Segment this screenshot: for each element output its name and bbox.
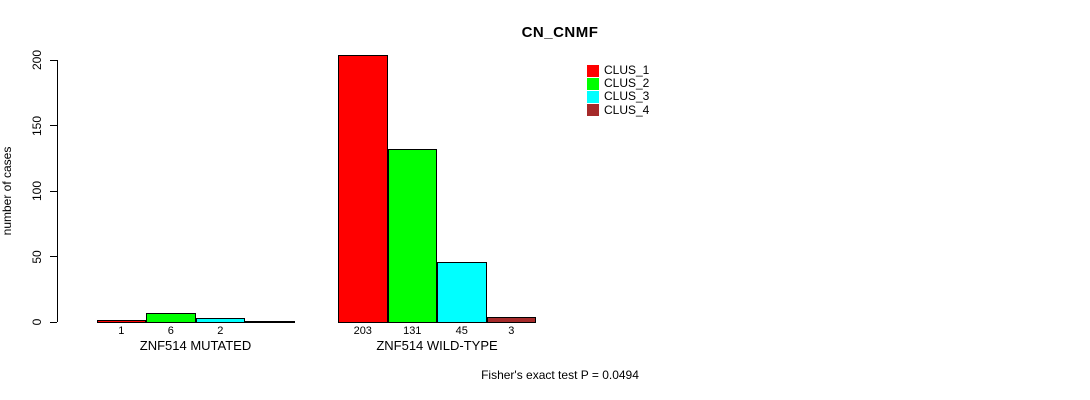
legend-swatch-icon [587,104,599,117]
y-axis-tick [50,190,57,192]
bar-value-label: 131 [403,325,422,337]
bar-clus_4 [486,317,536,323]
annotation-text: Fisher's exact test P = 0.0494 [481,368,639,382]
y-axis-tick [50,321,57,323]
bar-value-label: 45 [455,325,468,337]
y-axis-tick [50,125,57,126]
legend-label: CLUS_3 [604,89,650,104]
y-axis-tick [50,59,57,61]
legend-swatch-icon [587,64,599,77]
legend-entry: CLUS_3 [587,90,649,103]
bar-clus_3 [437,262,487,323]
legend-label: CLUS_2 [604,76,650,91]
chart-title: CN_CNMF [521,24,599,41]
bar-value-label: 6 [167,325,174,337]
legend-label: CLUS_1 [604,63,650,77]
bar-clus_3 [195,318,245,323]
y-axis-tick-label: 150 [30,115,44,136]
x-group-label: ZNF514 MUTATED [139,338,252,353]
bar-clus_1 [338,55,388,323]
bar-clus_2 [146,313,196,323]
y-axis-tick-label: 200 [30,49,44,71]
y-axis-tick-label: 100 [30,180,44,202]
y-axis-tick-label: 0 [30,318,44,326]
bar-clus_1 [96,319,146,323]
legend-swatch-icon [587,77,599,90]
legend-entry: CLUS_4 [587,102,650,117]
x-group-label: ZNF514 WILD-TYPE [376,338,498,353]
y-axis-line [57,60,58,322]
legend-entry: CLUS_2 [587,76,650,91]
y-axis-tick-label: 50 [30,249,44,264]
legend: CLUS_1 CLUS_2 CLUS_3 CLUS_4 [587,63,650,117]
legend-swatch-icon [587,90,599,103]
bar-value-label: 2 [217,325,224,337]
bar-clus_4 [245,321,295,323]
y-axis-label: number of cases [0,146,14,236]
legend-entry: CLUS_1 [587,63,650,77]
bar-value-label: 203 [353,325,372,337]
legend-label: CLUS_4 [604,102,650,117]
bar-value-label: 3 [508,325,515,337]
bar-clus_2 [387,149,437,323]
bar-value-label: 1 [118,325,125,337]
y-axis-tick [50,256,57,257]
